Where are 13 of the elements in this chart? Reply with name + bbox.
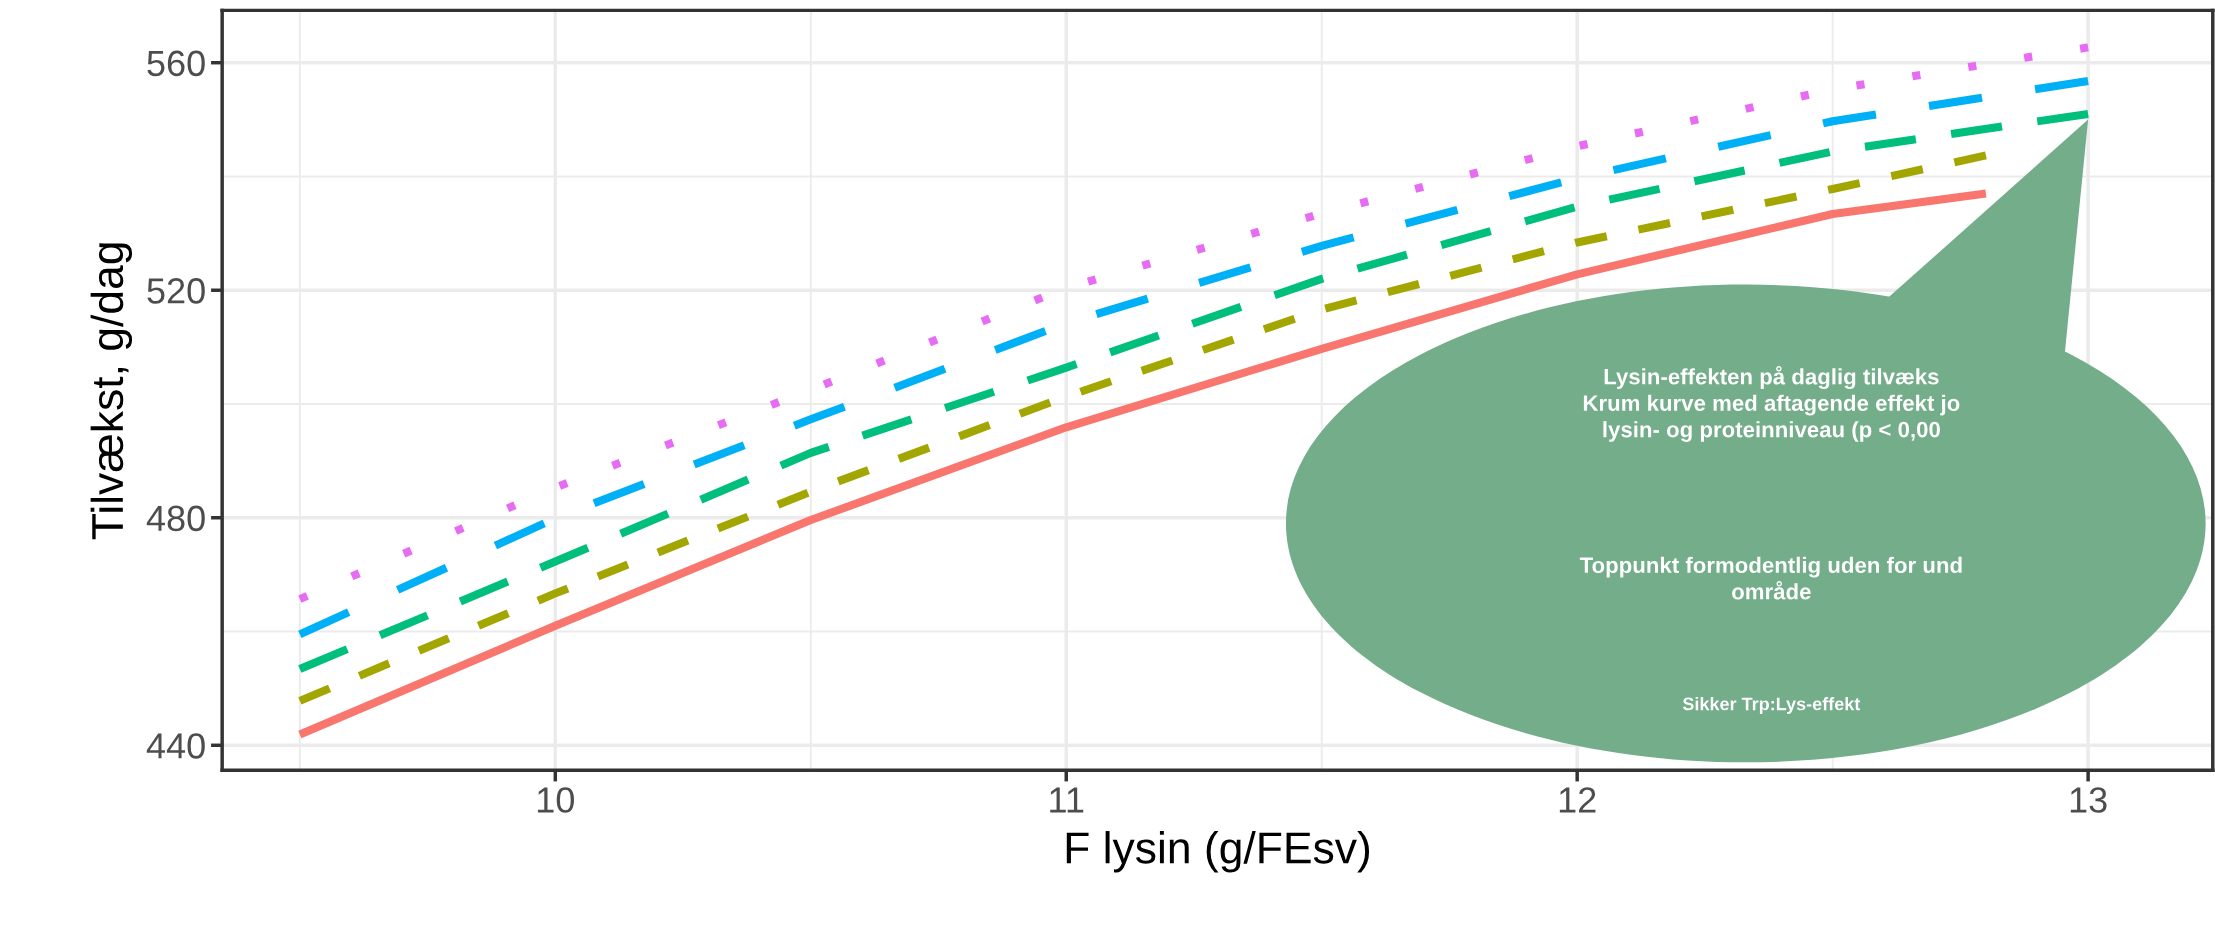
annotation: Toppunkt formodentlig uden for und område [1579,556,1962,600]
y-axis-title: Tilvækst, g/dag [90,243,133,540]
x-axis-title: F lysin (g/FEsv) [1066,831,1370,873]
x-tick-label: 13 [2070,787,2107,813]
x-tick-label: 12 [1559,787,1596,813]
y-tick-label: 520 [147,278,205,304]
x-tick-label: 10 [537,787,574,813]
y-tick-label: 560 [147,50,205,77]
y-tick-label: 480 [146,505,205,532]
y-tick-label: 440 [146,733,205,759]
annotation: Sikker Trp:Lys-effekt [1682,697,1861,714]
x-tick-label: 11 [1050,787,1084,813]
annotation: Lysin-effekten på daglig tilvæks Krum kurve med aftagende effekt jo lysin- og proteinniveau (p < 0,00 [1583,366,1960,442]
